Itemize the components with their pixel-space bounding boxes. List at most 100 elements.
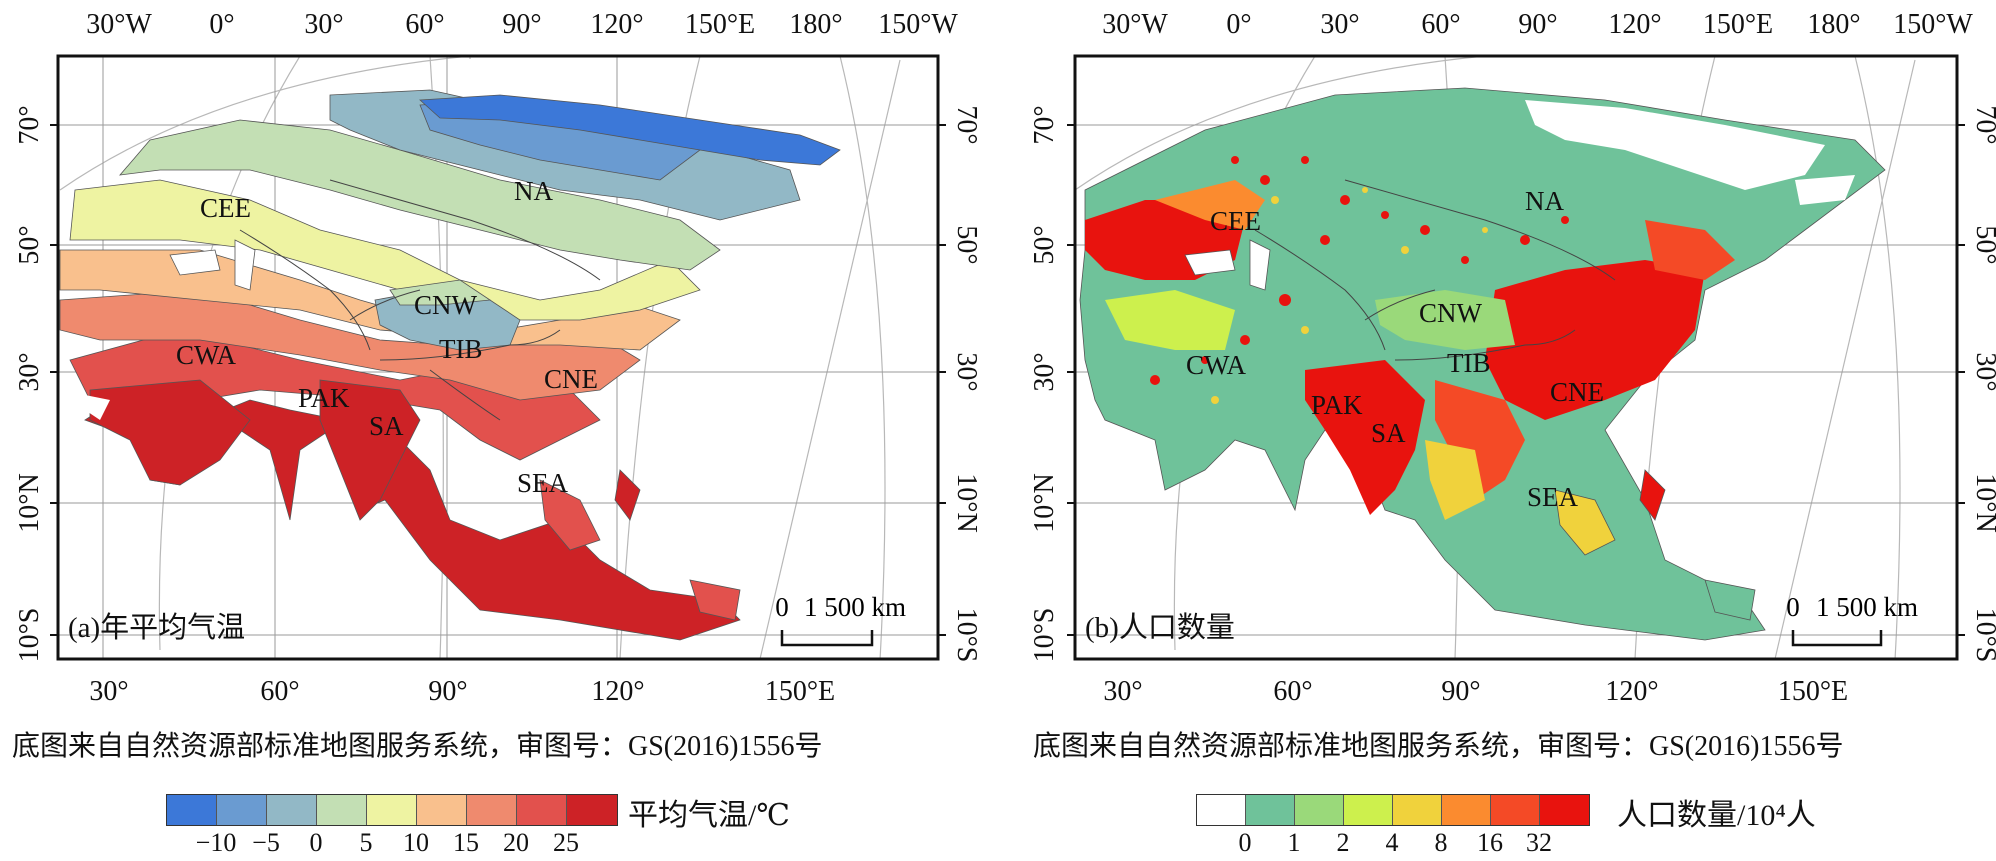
svg-text:30°W: 30°W (1102, 9, 1168, 40)
population-land (1079, 87, 1886, 641)
legend-swatch (217, 795, 267, 825)
svg-text:50°: 50° (1970, 225, 1996, 264)
svg-text:120°: 120° (591, 676, 644, 707)
svg-text:10°N: 10°N (1029, 473, 1060, 532)
svg-text:120°: 120° (1605, 676, 1658, 707)
svg-text:30°: 30° (1029, 352, 1060, 391)
legend-swatch (367, 795, 417, 825)
svg-text:90°: 90° (1441, 676, 1480, 707)
right-axis-labels: 70° 50° 30° 10°N 10°S (951, 105, 982, 662)
svg-text:90°: 90° (502, 9, 541, 40)
svg-text:70°: 70° (1029, 105, 1060, 144)
svg-text:10°N: 10°N (1970, 473, 1996, 532)
population-legend: 人口数量/10⁴人 0 1 2 4 8 16 32 (1005, 790, 1996, 860)
svg-text:10°N: 10°N (951, 473, 982, 532)
svg-text:1 500 km: 1 500 km (804, 592, 906, 622)
region-label-cwa: CWA (176, 340, 237, 370)
legend-title: 人口数量/10⁴人 (1617, 799, 1816, 832)
svg-text:90°: 90° (1518, 9, 1557, 40)
legend-swatch (417, 795, 467, 825)
region-label-pak: PAK (298, 383, 350, 413)
legend-title: 平均气温/℃ (628, 799, 790, 832)
svg-text:50°: 50° (1029, 225, 1060, 264)
legend-tick-label: −10 (195, 828, 237, 857)
region-label-tib: TIB (439, 334, 483, 364)
svg-text:10°S: 10°S (1029, 608, 1060, 663)
legend-swatch (1393, 795, 1442, 825)
region-label-cee: CEE (200, 193, 251, 223)
svg-text:120°: 120° (590, 9, 643, 40)
source-credit: 底图来自自然资源部标准地图服务系统，审图号：GS(2016)1556号 (12, 731, 823, 762)
svg-text:70°: 70° (951, 105, 982, 144)
temperature-legend: 平均气温/℃ −10 −5 0 5 10 15 20 25 (0, 790, 985, 860)
legend-tick-label: 2 (1336, 828, 1350, 857)
svg-text:120°: 120° (1608, 9, 1661, 40)
region-label-na: NA (514, 176, 553, 206)
svg-text:60°: 60° (260, 676, 299, 707)
legend-swatch (1442, 795, 1491, 825)
legend-swatch (1491, 795, 1540, 825)
region-label-sa: SA (1371, 418, 1406, 448)
legend-tick-label: 1 (1287, 828, 1301, 857)
legend-swatch (1197, 795, 1246, 825)
legend-tick-label: 0 (1238, 828, 1252, 857)
legend-color-bar (1196, 794, 1590, 826)
svg-text:150°E: 150°E (765, 676, 835, 707)
legend-swatch (1295, 795, 1344, 825)
temperature-map: CEE NA CNW CWA TIB CNE PAK SA SEA 30°W 0 (14, 9, 982, 707)
svg-text:50°: 50° (14, 225, 45, 264)
svg-text:0°: 0° (209, 9, 234, 40)
top-axis-labels: 30°W 0° 30° 60° 90° 120° 150°E 180° 150°… (86, 9, 958, 40)
svg-text:150°E: 150°E (1778, 676, 1848, 707)
region-label-sea: SEA (517, 468, 569, 498)
region-label-cne: CNE (1550, 377, 1604, 407)
legend-swatch (467, 795, 517, 825)
svg-text:70°: 70° (1970, 105, 1996, 144)
left-axis-labels: 70° 50° 30° 10°N 10°S (14, 105, 45, 662)
svg-text:60°: 60° (1273, 676, 1312, 707)
svg-text:1 500 km: 1 500 km (1816, 592, 1918, 622)
legend-tick-label: 8 (1434, 828, 1448, 857)
legend-tick-label: 0 (309, 828, 323, 857)
legend-swatch (517, 795, 567, 825)
svg-text:150°E: 150°E (685, 9, 755, 40)
right-axis-labels: 70° 50° 30° 10°N 10°S (1970, 105, 1996, 662)
legend-swatch (567, 795, 617, 825)
region-label-sa: SA (369, 411, 404, 441)
region-label-pak: PAK (1311, 390, 1363, 420)
svg-text:180°: 180° (789, 9, 842, 40)
region-label-tib: TIB (1447, 348, 1491, 378)
region-label-cnw: CNW (1419, 298, 1483, 328)
bottom-axis-labels: 30° 60° 90° 120° 150°E (89, 676, 835, 707)
legend-swatch (317, 795, 367, 825)
region-label-na: NA (1525, 186, 1564, 216)
legend-swatch (167, 795, 217, 825)
legend-tick-label: 4 (1385, 828, 1399, 857)
svg-text:70°: 70° (14, 105, 45, 144)
region-labels: CEE NA CNW CWA TIB CNE PAK SA SEA (176, 176, 598, 498)
svg-text:10°S: 10°S (1970, 608, 1996, 663)
legend-tick-label: 5 (359, 828, 373, 857)
svg-text:60°: 60° (1421, 9, 1460, 40)
svg-text:30°: 30° (304, 9, 343, 40)
svg-text:30°: 30° (1970, 352, 1996, 391)
legend-color-bar (166, 794, 618, 826)
svg-text:30°: 30° (1320, 9, 1359, 40)
legend-swatch (1344, 795, 1393, 825)
legend-tick-label: −5 (252, 828, 280, 857)
svg-text:30°: 30° (89, 676, 128, 707)
region-label-sea: SEA (1527, 482, 1579, 512)
scale-bar: 0 1 500 km (775, 592, 906, 647)
temperature-land (59, 89, 841, 641)
svg-text:10°S: 10°S (951, 608, 982, 663)
scale-bar: 0 1 500 km (1786, 592, 1918, 647)
region-labels: CEE NA CNW CWA TIB CNE PAK SA SEA (1186, 186, 1604, 512)
svg-text:0°: 0° (1226, 9, 1251, 40)
legend-tick-label: 20 (503, 828, 529, 857)
svg-text:90°: 90° (428, 676, 467, 707)
source-credit: 底图来自自然资源部标准地图服务系统，审图号：GS(2016)1556号 (1033, 731, 1844, 762)
bottom-axis-labels: 30° 60° 90° 120° 150°E (1103, 676, 1848, 707)
svg-text:30°: 30° (1103, 676, 1142, 707)
legend-swatch (267, 795, 317, 825)
region-label-cee: CEE (1210, 206, 1261, 236)
